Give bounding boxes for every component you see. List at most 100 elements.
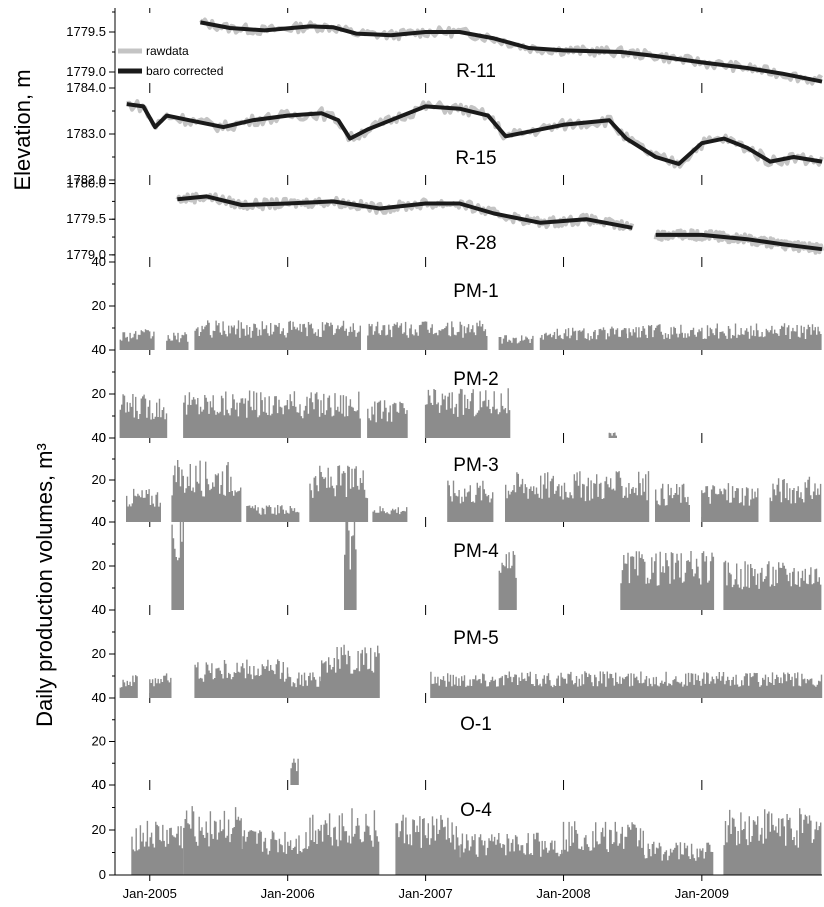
panel-o-1: 40 20 0 O-1 xyxy=(92,690,703,792)
bars-segment-6 xyxy=(562,821,644,875)
bars-segment-0 xyxy=(119,394,168,438)
elevation-ylabel: Elevation, m xyxy=(10,69,35,190)
bars-segment-1 xyxy=(149,673,172,698)
y-tick-label: 40 xyxy=(92,342,106,357)
bars-segment-4 xyxy=(395,814,460,875)
bars-segment-5 xyxy=(447,480,494,522)
bars-segment-3 xyxy=(367,320,488,350)
y-tick-label: 40 xyxy=(92,690,106,705)
bars-segment-7 xyxy=(643,841,714,875)
bars-segment-3 xyxy=(287,672,322,698)
panel-label: R-28 xyxy=(455,233,496,254)
panel-label: PM-2 xyxy=(453,369,498,390)
bars-segment-4 xyxy=(372,506,408,522)
bars-segment-2 xyxy=(367,400,408,438)
bars-segment-0 xyxy=(171,522,184,610)
corrected-series-0 xyxy=(200,20,823,84)
y-tick-label: 20 xyxy=(92,298,106,313)
panel-pm-4: 40 20 0 PM-4 xyxy=(92,514,822,617)
bars-segment-1 xyxy=(166,332,189,350)
corrected-series-0 xyxy=(177,194,633,230)
bars-segment-0 xyxy=(126,488,161,522)
bars-segment-7 xyxy=(655,483,690,522)
y-tick-label: 1783.0 xyxy=(66,126,106,141)
x-tick-label: Jan-2009 xyxy=(675,886,729,901)
corrected-series-0 xyxy=(126,102,823,166)
legend: rawdata baro corrected xyxy=(118,44,223,78)
panel-r-15: 1784.0 1783.0 1782.0 R-15 xyxy=(66,80,824,187)
legend-raw-label: rawdata xyxy=(146,44,189,58)
bars-segment-3 xyxy=(309,808,380,875)
y-tick-label: 40 xyxy=(92,254,106,269)
bars-segment-6 xyxy=(505,471,650,522)
panel-label: PM-4 xyxy=(453,541,499,562)
panel-pm-2: 40 20 0 PM-2 xyxy=(92,342,703,445)
x-tick-label: Jan-2007 xyxy=(399,886,453,901)
y-tick-label: 1779.5 xyxy=(66,24,106,39)
x-tick-label: Jan-2005 xyxy=(123,886,177,901)
bars-segment-2 xyxy=(240,830,310,875)
panel-label: O-1 xyxy=(460,714,492,735)
bars-segment-1 xyxy=(183,806,242,875)
bars-segment-4 xyxy=(723,560,822,610)
y-tick-label: 1780.0 xyxy=(66,176,106,191)
y-tick-label: 0 xyxy=(99,690,106,705)
y-tick-label: 40 xyxy=(92,602,106,617)
panel-r-11: 1779.5 1779.0 R-11 xyxy=(66,8,823,88)
x-tick-label: Jan-2006 xyxy=(261,886,315,901)
y-tick-label: 40 xyxy=(92,430,106,445)
bars-segment-5 xyxy=(539,326,627,350)
panel-label: R-11 xyxy=(456,61,496,82)
panel-o-4: 40 20 0 O-4 xyxy=(92,777,822,882)
x-axis: Jan-2005 Jan-2006 Jan-2007 Jan-2008 Jan-2009 xyxy=(115,874,822,901)
bars-segment-9 xyxy=(769,476,822,522)
y-tick-label: 1782.0 xyxy=(66,172,106,187)
bars-segment-2 xyxy=(194,659,289,698)
y-tick-label: 40 xyxy=(92,777,106,792)
y-tick-label: 20 xyxy=(92,472,106,487)
corrected-series-1 xyxy=(655,232,823,252)
bars-segment-1 xyxy=(171,460,242,522)
bars-segment-0 xyxy=(131,820,184,875)
y-tick-label: 0 xyxy=(99,867,106,882)
bars-segment-1 xyxy=(344,522,357,610)
panel-label: PM-1 xyxy=(453,281,498,302)
y-tick-label: 20 xyxy=(92,386,106,401)
bars-segment-4 xyxy=(498,335,534,350)
bars-segment-3 xyxy=(620,551,715,610)
panel-pm-5: 40 20 0 PM-5 xyxy=(92,602,823,705)
raw-series-0 xyxy=(175,191,635,231)
legend-corrected-label: baro corrected xyxy=(146,64,223,78)
panel-pm-1: 40 20 0 PM-1 xyxy=(92,254,822,357)
bars-segment-6 xyxy=(625,323,822,350)
x-tick-label: Jan-2008 xyxy=(536,886,590,901)
y-tick-label: 0 xyxy=(99,602,106,617)
y-tick-label: 1779.0 xyxy=(66,64,106,79)
panel-label: PM-5 xyxy=(453,628,498,649)
bars-segment-2 xyxy=(246,505,300,522)
y-tick-label: 0 xyxy=(99,342,106,357)
bars-segment-0 xyxy=(119,329,155,350)
raw-series-0 xyxy=(199,17,823,86)
production-ylabel: Daily production volumes, m³ xyxy=(32,443,57,727)
y-tick-label: 40 xyxy=(92,514,106,529)
y-tick-label: 0 xyxy=(99,430,106,445)
panel-r-28: 1780.0 1779.5 1779.0 R-28 xyxy=(66,176,824,262)
bars-segment-5 xyxy=(458,832,564,875)
y-tick-label: 1784.0 xyxy=(66,80,106,95)
bars-segment-0 xyxy=(290,758,299,785)
y-tick-label: 20 xyxy=(92,646,106,661)
bars-segment-4 xyxy=(321,644,380,698)
bars-segment-3 xyxy=(424,388,511,438)
panel-label: O-4 xyxy=(460,800,492,821)
y-tick-label: 1779.0 xyxy=(66,247,106,262)
bars-segment-8 xyxy=(723,808,822,875)
y-tick-label: 1779.5 xyxy=(66,211,106,226)
bars-segment-2 xyxy=(194,320,361,350)
bars-segment-3 xyxy=(309,465,369,522)
y-tick-label: 0 xyxy=(99,777,106,792)
bars-segment-1 xyxy=(183,390,361,438)
panel-pm-3: 40 20 0 PM-3 xyxy=(92,430,822,529)
